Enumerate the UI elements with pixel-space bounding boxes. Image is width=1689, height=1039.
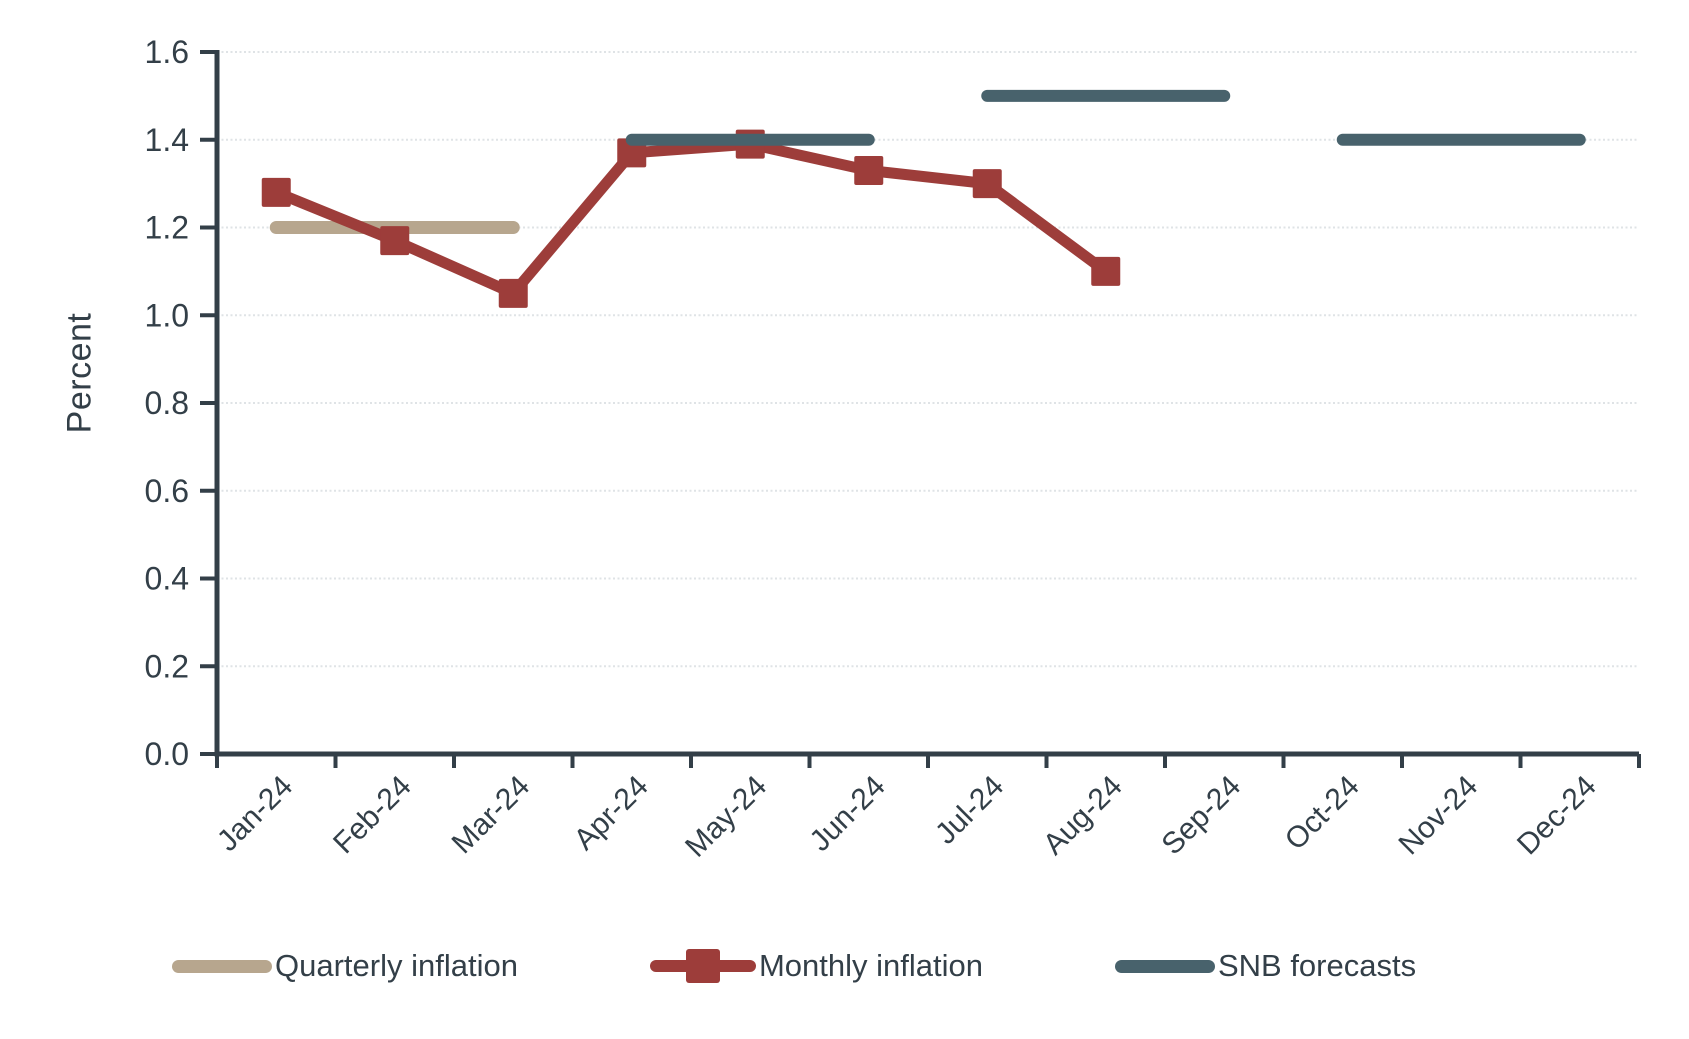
x-tick-label: Aug-24 <box>1037 770 1129 862</box>
legend-item-quarterly-inflation: Quarterly inflation <box>172 948 518 984</box>
legend: Quarterly inflation Monthly inflation SN… <box>172 942 1416 990</box>
x-tick-label: May-24 <box>679 770 773 864</box>
quarterly-inflation-line-swatch <box>172 959 272 973</box>
monthly-inflation-marker <box>261 177 291 207</box>
monthly-inflation-marker <box>972 169 1002 199</box>
x-tick-label: Jan-24 <box>211 770 299 858</box>
x-tick-label: Sep-24 <box>1155 770 1247 862</box>
x-tick-label: Feb-24 <box>327 770 418 861</box>
x-tick-label: Mar-24 <box>446 770 537 861</box>
y-axis-title: Percent <box>60 312 99 434</box>
y-tick-label: 1.0 <box>145 297 189 333</box>
x-tick-label: Jun-24 <box>803 770 891 858</box>
snb-forecasts-line-swatch <box>1114 959 1215 973</box>
y-tick-label: 0.8 <box>145 385 189 421</box>
x-tick-label: Apr-24 <box>568 770 655 857</box>
legend-label-quarterly-inflation: Quarterly inflation <box>275 948 518 983</box>
monthly-inflation-marker <box>1091 256 1121 286</box>
x-tick-label: Oct-24 <box>1279 770 1366 857</box>
legend-label-snb-forecasts: SNB forecasts <box>1217 948 1417 983</box>
x-tick-label: Nov-24 <box>1392 770 1484 862</box>
y-tick-label: 0.6 <box>145 473 189 509</box>
legend-item-monthly-inflation: Monthly inflation <box>649 947 983 985</box>
y-tick-label: 0.0 <box>145 736 189 772</box>
y-tick-label: 0.2 <box>145 648 189 684</box>
legend-item-snb-forecasts: SNB forecasts <box>1114 948 1417 984</box>
monthly-inflation-marker <box>498 278 528 308</box>
monthly-inflation-marker <box>854 155 884 185</box>
monthly-inflation-swatch-marker <box>685 949 720 983</box>
y-tick-label: 1.6 <box>145 34 189 70</box>
monthly-inflation-line <box>274 138 1110 301</box>
x-tick-label: Dec-24 <box>1511 770 1603 862</box>
legend-label-monthly-inflation: Monthly inflation <box>758 948 983 983</box>
monthly-inflation-marker <box>380 226 410 256</box>
y-tick-label: 0.4 <box>145 561 189 597</box>
y-tick-label: 1.4 <box>145 122 189 158</box>
x-tick-label: Jul-24 <box>929 770 1010 851</box>
monthly-inflation-line-swatch <box>649 947 756 985</box>
y-tick-label: 1.2 <box>145 210 189 246</box>
